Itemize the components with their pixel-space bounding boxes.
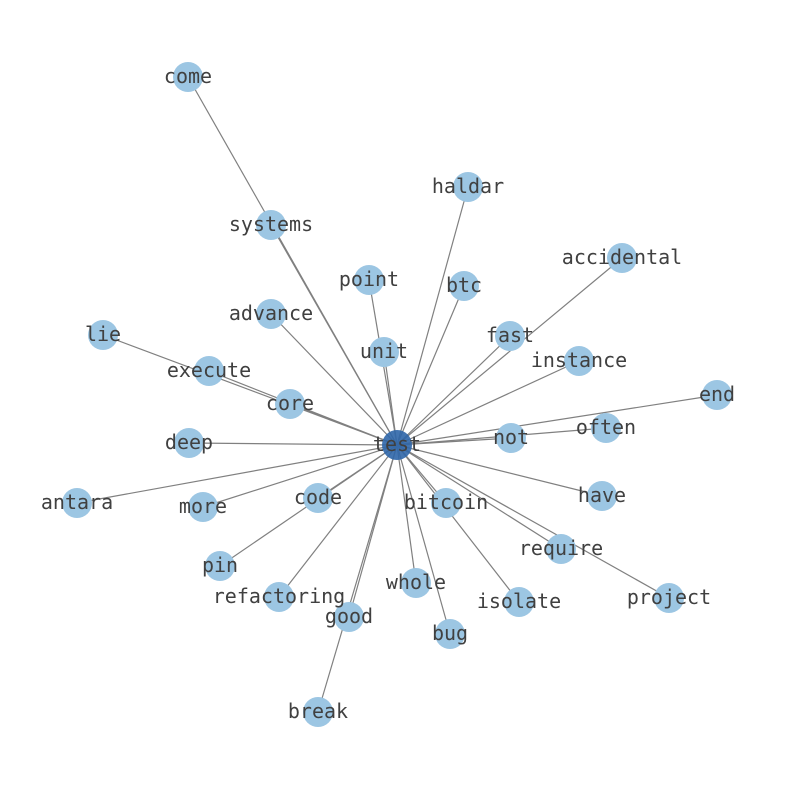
- node-label-systems: systems: [229, 212, 313, 236]
- node-label-advance: advance: [229, 301, 313, 325]
- edge-test-more: [202, 444, 398, 508]
- node-more[interactable]: [188, 492, 218, 522]
- node-label-come: come: [164, 64, 212, 88]
- node-point[interactable]: [354, 265, 384, 295]
- edge-test-refactoring: [278, 444, 398, 598]
- node-label-code: code: [294, 485, 342, 509]
- node-label-more: more: [179, 494, 227, 518]
- labels-layer: test come haldar systems accidental point btc a…: [41, 64, 735, 723]
- edge-test-advance: [270, 313, 398, 446]
- node-label-unit: unit: [360, 339, 408, 363]
- node-lie[interactable]: [88, 320, 118, 350]
- edge-test-break: [317, 444, 398, 713]
- node-systems[interactable]: [256, 210, 286, 240]
- node-break[interactable]: [303, 697, 333, 727]
- node-label-pin: pin: [202, 553, 238, 577]
- edge-test-bug: [396, 444, 451, 635]
- node-label-haldar: haldar: [432, 174, 504, 198]
- node-label-core: core: [266, 391, 314, 415]
- node-execute[interactable]: [194, 356, 224, 386]
- nodes-layer: [62, 62, 732, 727]
- node-label-bitcoin: bitcoin: [404, 490, 488, 514]
- node-label-fast: fast: [486, 323, 534, 347]
- edge-test-end: [396, 394, 718, 446]
- node-pin[interactable]: [205, 551, 235, 581]
- node-fast[interactable]: [495, 321, 525, 351]
- node-often[interactable]: [591, 413, 621, 443]
- edge-test-isolate: [396, 444, 520, 603]
- edge-test-not: [396, 437, 512, 446]
- node-bitcoin[interactable]: [431, 488, 461, 518]
- node-label-accidental: accidental: [562, 245, 682, 269]
- node-btc[interactable]: [449, 271, 479, 301]
- edge-test-haldar: [396, 186, 469, 446]
- node-end[interactable]: [702, 380, 732, 410]
- edge-test-btc: [396, 285, 465, 446]
- node-label-antara: antara: [41, 490, 113, 514]
- edge-test-project: [396, 444, 670, 599]
- node-label-end: end: [699, 382, 735, 406]
- node-core[interactable]: [275, 389, 305, 419]
- node-label-instance: instance: [531, 348, 627, 372]
- node-accidental[interactable]: [607, 243, 637, 273]
- node-require[interactable]: [546, 534, 576, 564]
- node-label-lie: lie: [85, 322, 121, 346]
- node-label-execute: execute: [167, 358, 251, 382]
- edge-test-antara: [76, 444, 398, 504]
- edge-test-instance: [396, 360, 580, 446]
- node-good[interactable]: [334, 602, 364, 632]
- node-label-project: project: [627, 585, 711, 609]
- edges-layer: [76, 76, 718, 713]
- node-label-require: require: [519, 536, 603, 560]
- node-label-not: not: [493, 425, 529, 449]
- edge-test-unit: [383, 351, 398, 446]
- node-label-point: point: [339, 267, 399, 291]
- node-label-often: often: [576, 415, 636, 439]
- node-label-refactoring: refactoring: [213, 584, 345, 608]
- node-not[interactable]: [496, 423, 526, 453]
- edge-test-core: [289, 403, 398, 446]
- edge-test-deep: [188, 442, 398, 446]
- node-label-whole: whole: [386, 570, 446, 594]
- node-label-deep: deep: [165, 430, 213, 454]
- edge-test-fast: [396, 335, 511, 446]
- node-label-bug: bug: [432, 621, 468, 645]
- node-instance[interactable]: [564, 346, 594, 376]
- node-advance[interactable]: [256, 299, 286, 329]
- node-antara[interactable]: [62, 488, 92, 518]
- node-have[interactable]: [587, 481, 617, 511]
- node-label-good: good: [325, 604, 373, 628]
- node-project[interactable]: [654, 583, 684, 613]
- edge-test-have: [396, 444, 603, 497]
- node-refactoring[interactable]: [264, 582, 294, 612]
- node-code[interactable]: [303, 483, 333, 513]
- node-haldar[interactable]: [453, 172, 483, 202]
- node-whole[interactable]: [401, 568, 431, 598]
- node-isolate[interactable]: [504, 587, 534, 617]
- node-come[interactable]: [173, 62, 203, 92]
- edge-test-whole: [396, 444, 417, 584]
- node-deep[interactable]: [174, 428, 204, 458]
- node-label-test: test: [373, 432, 421, 456]
- edge-test-systems: [270, 224, 398, 446]
- node-label-btc: btc: [446, 273, 482, 297]
- edge-test-require: [396, 444, 562, 550]
- node-label-break: break: [288, 699, 348, 723]
- node-test[interactable]: [382, 430, 412, 460]
- node-bug[interactable]: [435, 619, 465, 649]
- node-label-isolate: isolate: [477, 589, 561, 613]
- edge-test-accidental: [396, 257, 623, 446]
- node-label-have: have: [578, 483, 626, 507]
- node-unit[interactable]: [369, 337, 399, 367]
